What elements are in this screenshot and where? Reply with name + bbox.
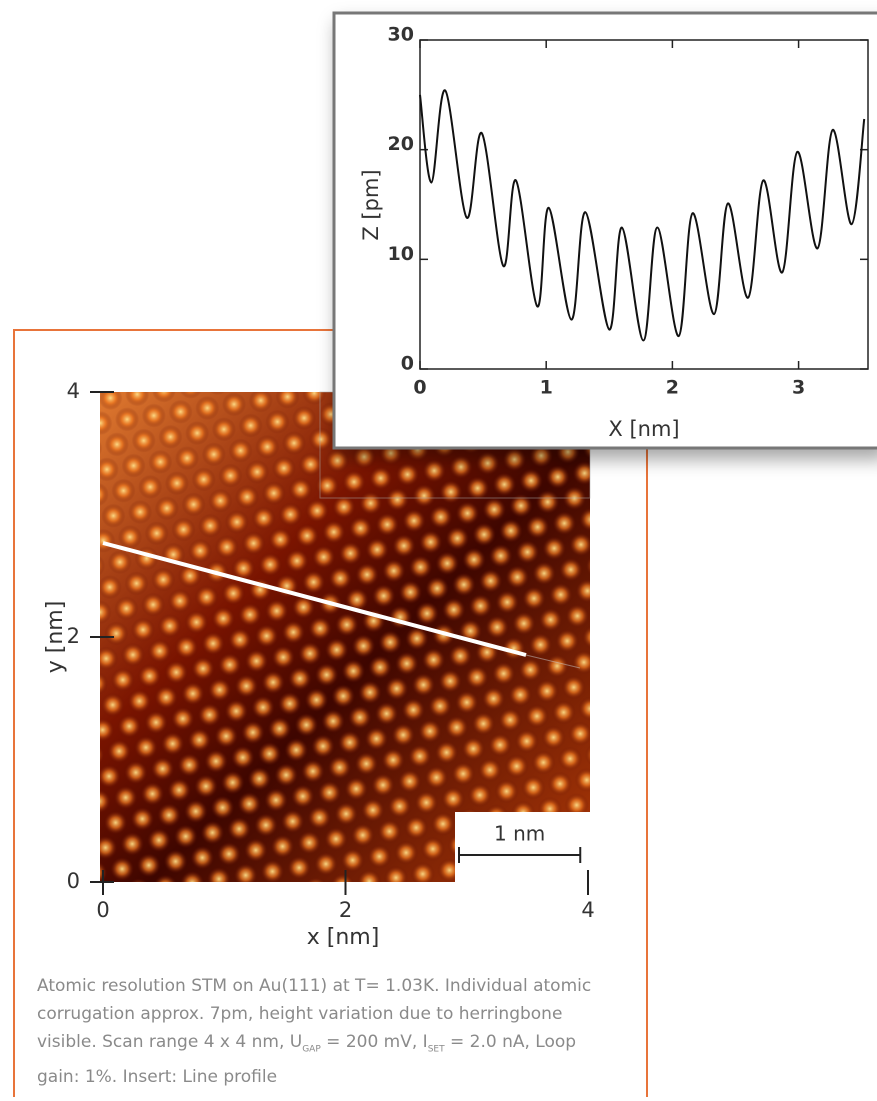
x-tick-label: 1 [540,377,553,399]
stm-image [100,391,591,883]
y-tick-label: 20 [388,133,414,155]
y-tick-label: 2 [67,624,80,648]
caption-text: = 2.0 nA, Loop gain: 1%. Insert: Line pr… [37,1032,577,1088]
profile-line [419,89,866,342]
caption: Atomic resolution STM on Au(111) at T= 1… [37,972,599,1091]
plot-frame [419,39,869,370]
inset [332,11,877,450]
x-tick-label: 0 [413,377,426,399]
y-axis-label: y [nm] [43,601,68,674]
y-tick-label: 10 [388,243,414,265]
x-axis-label: x [nm] [307,925,380,950]
y-axis-label: Z [pm] [359,169,383,240]
x-tick-label: 4 [581,898,594,922]
y-tick-label: 0 [67,869,80,893]
x-axis-label: X [nm] [608,417,679,441]
frame [13,329,648,1101]
caption-text: = 200 mV, I [320,1032,428,1052]
x-tick-label: 3 [792,377,805,399]
x-tick-label: 2 [666,377,679,399]
caption-text: Atomic resolution STM on Au(111) at T= 1… [37,976,592,1052]
x-tick-label: 0 [96,898,109,922]
y-tick-label: 30 [388,24,414,46]
caption-sub: GAP [302,1044,321,1055]
scale-bar-label: 1 nm [494,822,545,846]
x-tick-label: 2 [339,898,352,922]
y-tick-label: 4 [67,379,80,403]
caption-sub: SET [427,1044,445,1055]
y-tick-label: 0 [401,353,414,375]
